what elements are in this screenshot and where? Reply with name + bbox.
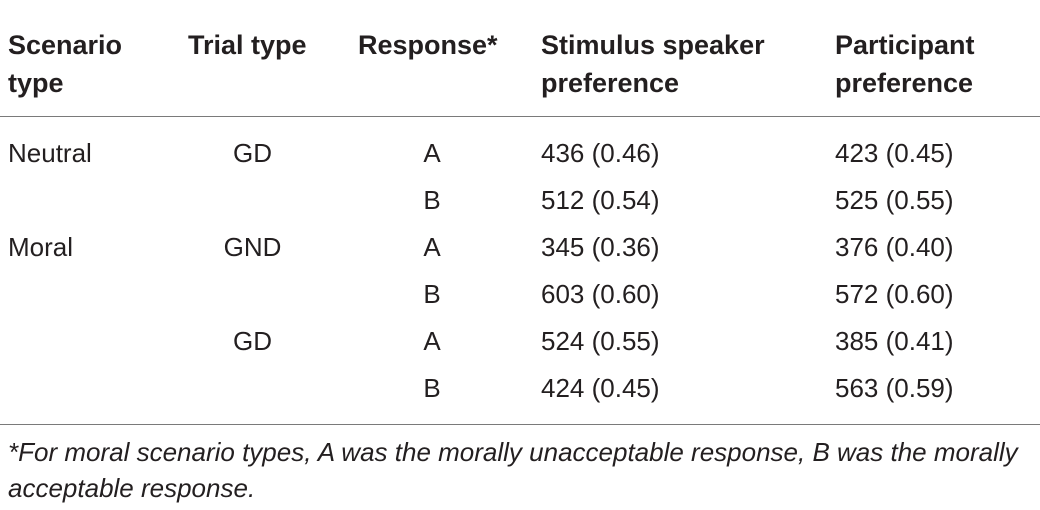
table-row: Moral GND A 345 (0.36) 376 (0.40) <box>0 223 1040 270</box>
cell-stimulus: 524 (0.55) <box>541 325 660 356</box>
cell-participant: 563 (0.59) <box>835 372 954 403</box>
cell-participant: 385 (0.41) <box>835 325 954 356</box>
cell-trial <box>170 270 338 317</box>
cell-stimulus: 345 (0.36) <box>541 231 660 262</box>
header-scenario-type: Scenario type <box>8 30 123 98</box>
table-row: Neutral GD A 436 (0.46) 423 (0.45) <box>0 117 1040 177</box>
cell-response: B <box>423 372 441 403</box>
table-row: B 512 (0.54) 525 (0.55) <box>0 176 1040 223</box>
table-bottom-rule <box>0 424 1040 425</box>
cell-response: A <box>423 137 441 168</box>
cell-scenario <box>0 364 170 419</box>
cell-scenario: Moral <box>8 231 74 262</box>
cell-response: A <box>423 325 441 356</box>
cell-stimulus: 603 (0.60) <box>541 278 660 309</box>
header-trial-type: Trial type <box>188 30 307 60</box>
cell-stimulus: 512 (0.54) <box>541 184 660 215</box>
cell-trial: GD <box>233 137 272 168</box>
table-row: B 424 (0.45) 563 (0.59) <box>0 364 1040 419</box>
results-table: Scenario type Trial type Response* Stimu… <box>0 12 1040 419</box>
cell-participant: 376 (0.40) <box>835 231 954 262</box>
cell-participant: 525 (0.55) <box>835 184 954 215</box>
cell-trial <box>170 176 338 223</box>
cell-response: A <box>423 231 441 262</box>
cell-response: B <box>423 278 441 309</box>
cell-trial: GD <box>233 325 272 356</box>
cell-scenario <box>0 317 170 364</box>
table-header-row: Scenario type Trial type Response* Stimu… <box>0 12 1040 117</box>
cell-scenario <box>0 176 170 223</box>
cell-stimulus: 424 (0.45) <box>541 372 660 403</box>
cell-scenario <box>0 270 170 317</box>
cell-response: B <box>423 184 441 215</box>
header-participant-preference: Participant preference <box>835 30 975 98</box>
table-row: B 603 (0.60) 572 (0.60) <box>0 270 1040 317</box>
cell-participant: 423 (0.45) <box>835 137 954 168</box>
header-stimulus-speaker-preference: Stimulus speaker preference <box>541 30 765 98</box>
cell-scenario: Neutral <box>8 137 92 168</box>
table-row: GD A 524 (0.55) 385 (0.41) <box>0 317 1040 364</box>
cell-trial: GND <box>223 231 282 262</box>
cell-trial <box>170 364 338 419</box>
cell-participant: 572 (0.60) <box>835 278 954 309</box>
header-response: Response* <box>358 30 498 60</box>
cell-stimulus: 436 (0.46) <box>541 137 660 168</box>
table-footnote: *For moral scenario types, A was the mor… <box>8 437 1018 503</box>
